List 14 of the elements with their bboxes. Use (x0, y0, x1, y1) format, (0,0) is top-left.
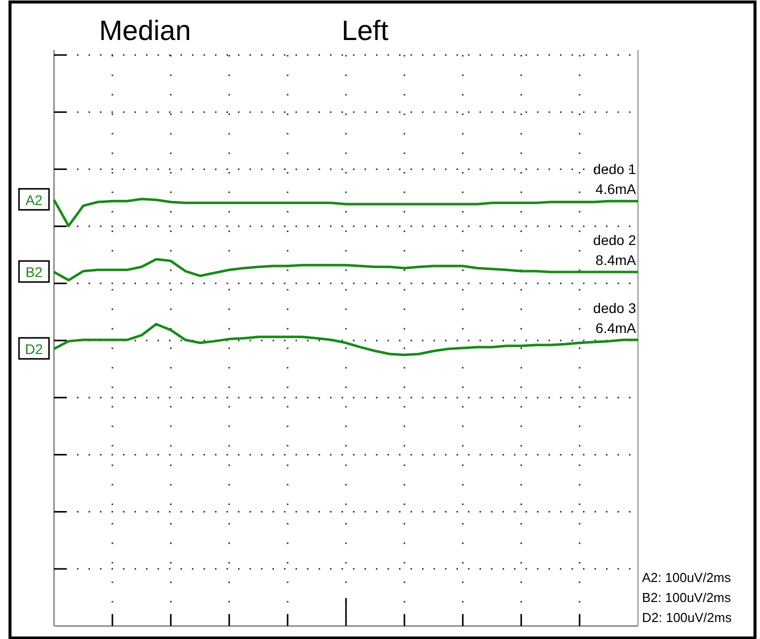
chart-subtitle: Left (342, 15, 389, 46)
text: dedo 1 (593, 161, 636, 178)
series-label: D2 (25, 340, 44, 357)
annotation: dedo 3 (593, 300, 636, 316)
text: B2: 100uV/2ms (642, 590, 732, 605)
annotation: 8.4mA (596, 252, 637, 268)
text: A2: 100uV/2ms (642, 570, 732, 585)
annotation: 6.4mA (596, 320, 637, 336)
text: 4.6mA (596, 181, 637, 198)
text: D2: 100uV/2ms (642, 610, 732, 625)
series-label: B2 (25, 264, 43, 280)
annotation: dedo 2 (593, 232, 636, 248)
chart-title: Median (99, 15, 191, 46)
series-label: A2 (25, 192, 43, 208)
